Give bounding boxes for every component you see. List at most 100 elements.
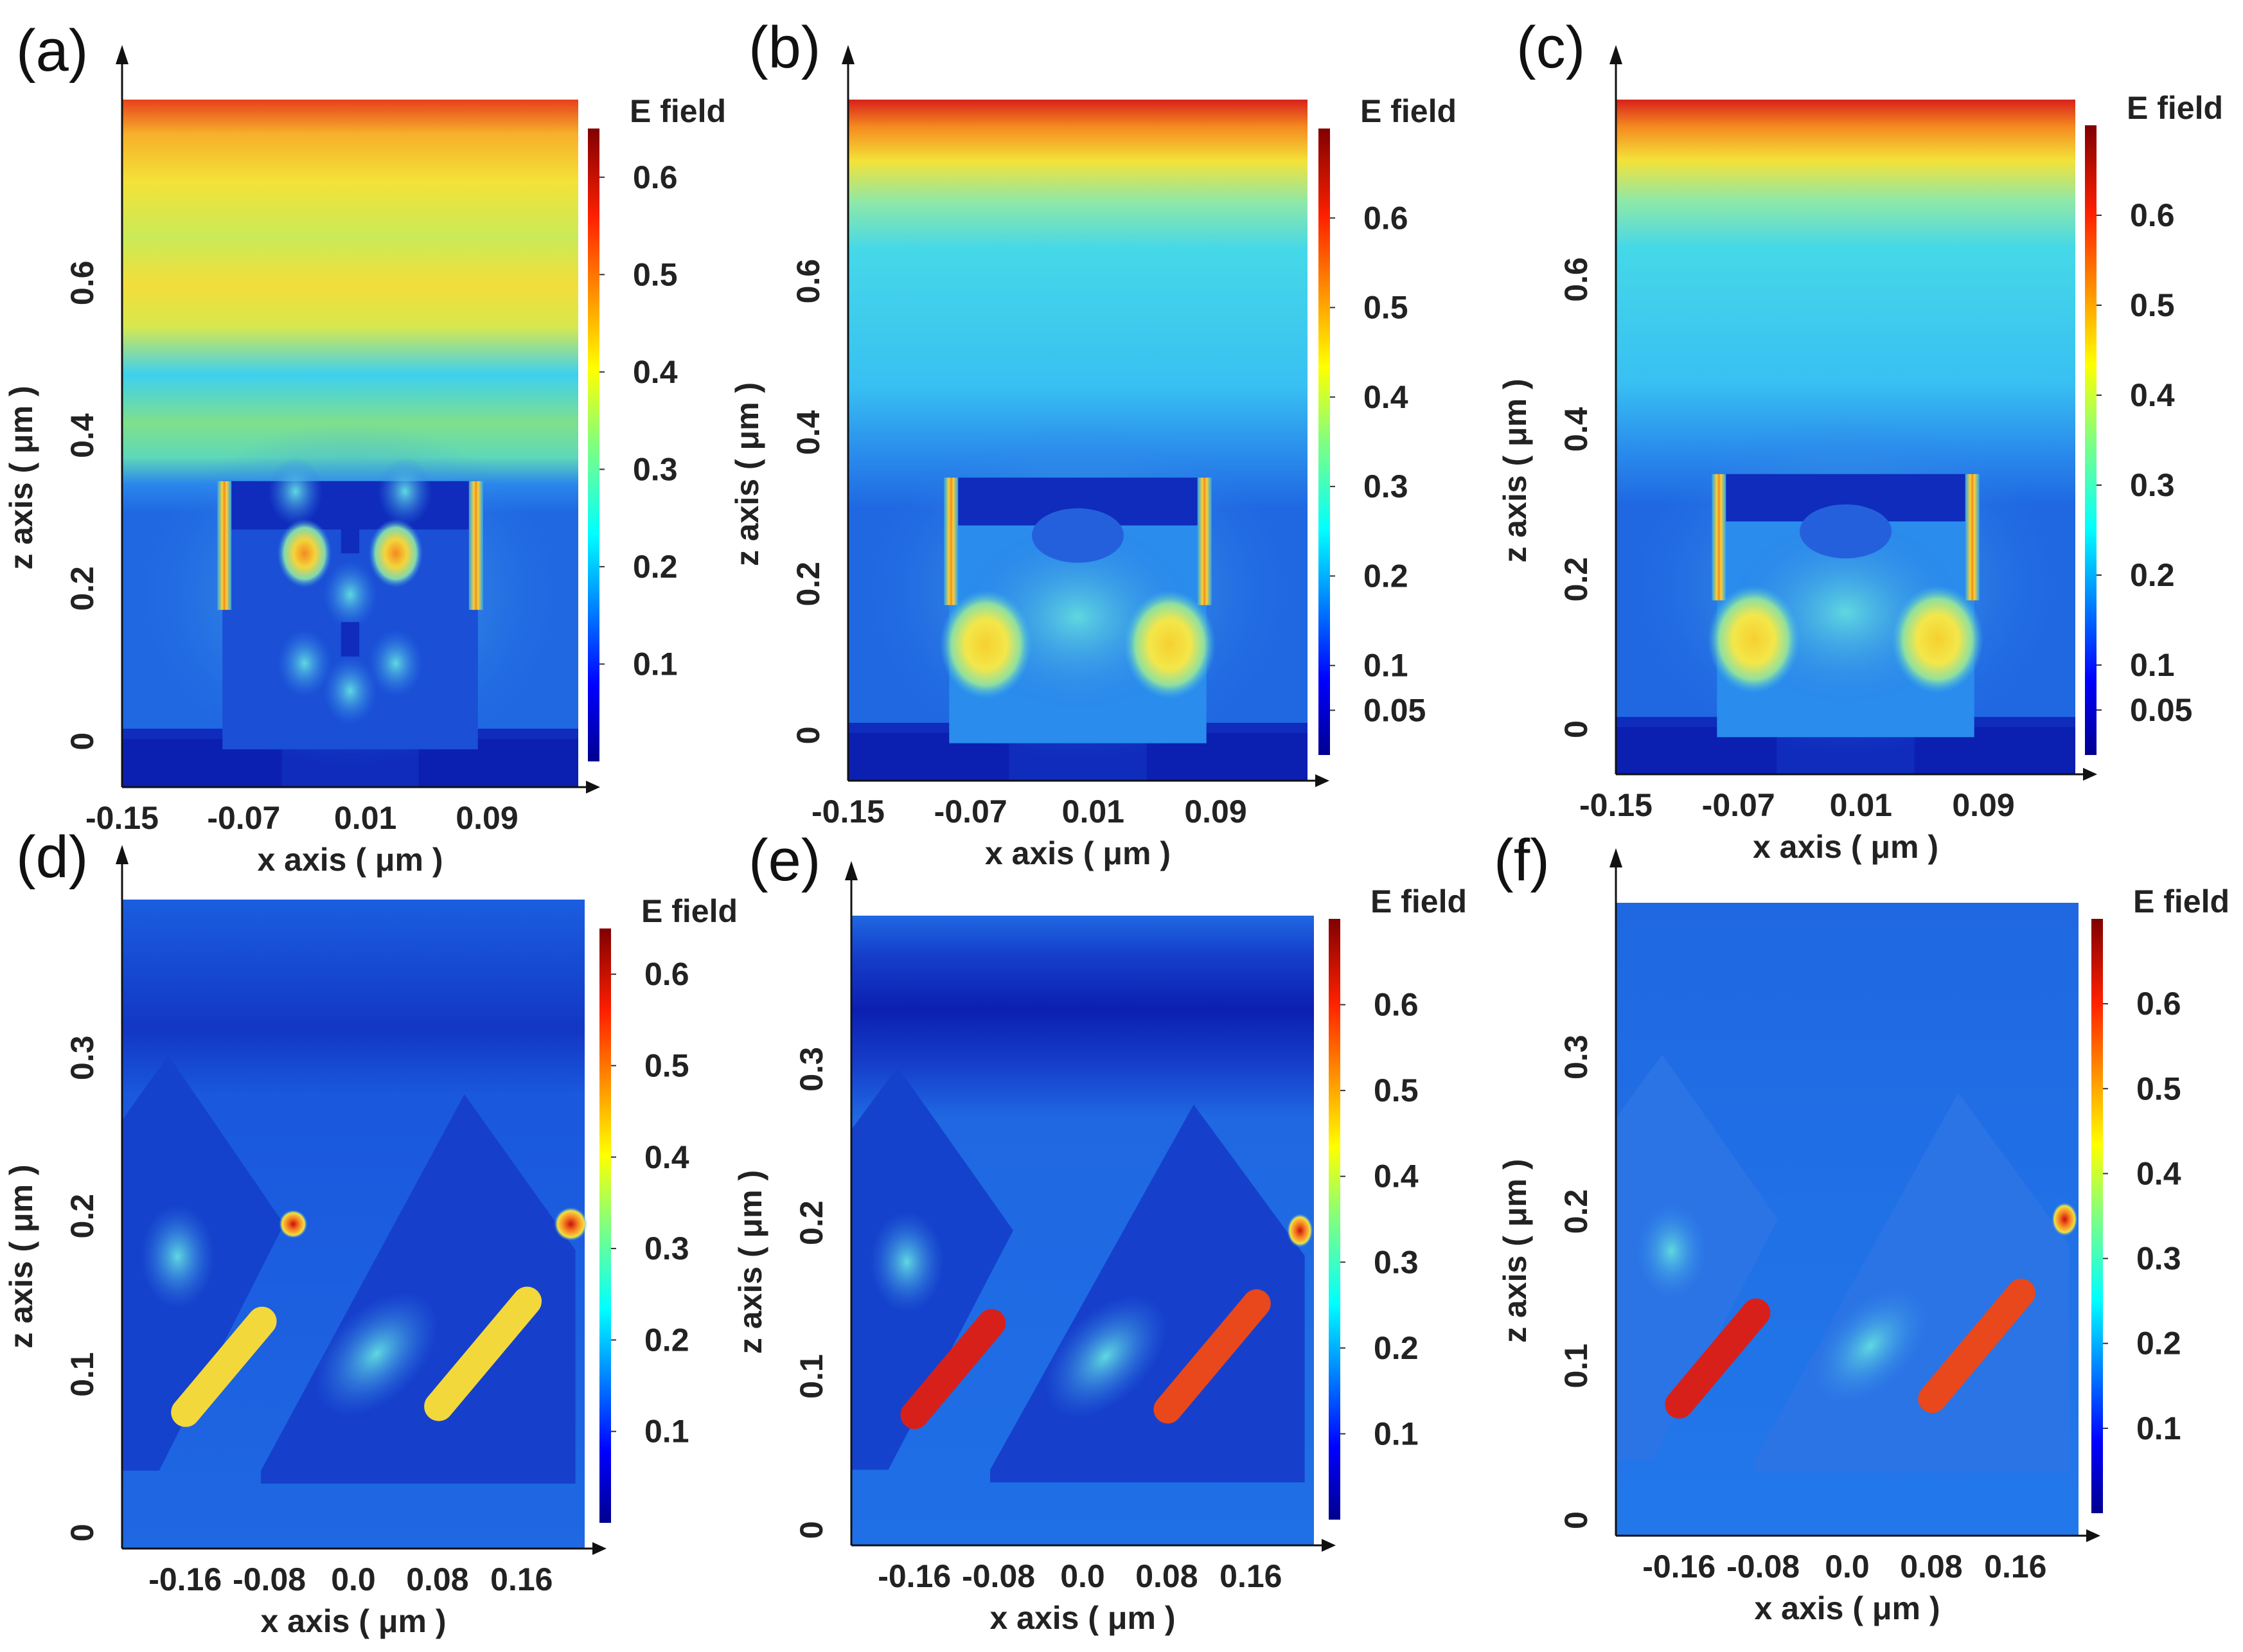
diagonal-hotspot [1918,1279,2035,1413]
x-axis-title: x axis ( μm ) [985,835,1171,871]
left-lobe [940,590,1032,699]
panel-label: (a) [16,18,88,84]
x-tick-label: -0.15 [811,794,885,830]
colorbar-tick-label: 0.6 [2136,986,2181,1022]
panel-e: (e) 0 0.1 0.2 0.3 z axis ( μm ) -0.16 -0.08 0.0 0… [732,828,1467,1636]
colorbar-tick-label: 0.4 [1363,379,1408,415]
colorbar [1329,919,1340,1520]
x-tick-label: 0.01 [334,800,396,836]
colorbar-tick-label: 0.2 [1363,558,1408,594]
y-axis-arrow [116,845,129,864]
field-spot [277,519,332,588]
y-tick-label: 0.3 [793,1047,829,1092]
panel-c: (c) 0 0.2 0.4 0.6 z axis ( μm ) -0.15 -0.07 0.01… [1497,15,2223,865]
x-tick-label: 0.09 [1952,787,2014,823]
y-tick-label: 0.4 [64,413,100,458]
colorbar-tick-label: 0.6 [633,159,678,195]
x-axis-title: x axis ( μm ) [260,1603,446,1639]
colorbar-tick-label: 0.6 [1374,987,1419,1023]
colorbar-tick-label: 0.1 [1374,1416,1419,1452]
colorbar-title: E field [2133,884,2230,919]
tip-hotspot [1287,1214,1313,1247]
colorbar-tick-label: 0.6 [644,956,689,992]
x-axis-arrow [2086,1529,2100,1542]
y-tick-label: 0.2 [1558,1189,1594,1234]
colorbar-tick-label: 0.05 [2130,692,2192,728]
colorbar-tick-label: 0.6 [2130,197,2175,233]
colorbar-title: E field [1360,93,1457,129]
interior-mode [1045,1295,1167,1417]
field-spot [368,519,423,588]
x-tick-label: 0.01 [1830,787,1892,823]
x-tick-label: 0.09 [1184,794,1246,830]
y-tick-label: 0 [64,1523,100,1541]
colorbar-tick-label: 0.4 [1374,1159,1419,1195]
x-axis-arrow [2083,768,2097,781]
x-axis-arrow [586,781,600,794]
colorbar-tick-label: 0.05 [1363,692,1426,728]
field-spot [268,457,323,526]
x-tick-label: -0.15 [1579,787,1653,823]
y-tick-label: 0 [790,726,826,744]
y-axis-title: z axis ( μm ) [732,1170,768,1354]
tip-hotspot [554,1207,588,1241]
panel-label: (e) [749,828,820,893]
colorbar-tick-label: 0.4 [633,354,678,390]
y-tick-label: 0.2 [64,1194,100,1239]
y-axis-arrow [1609,848,1622,867]
y-tick-label: 0.1 [64,1352,100,1397]
colorbar-title: E field [641,893,738,929]
y-axis-title: z axis ( μm ) [1497,1159,1533,1343]
panel-label: (b) [749,15,820,80]
y-tick-label: 0 [1558,1511,1594,1529]
field-spot [323,560,378,629]
x-axis-title: x axis ( μm ) [1753,829,1938,865]
interior-mode [869,1211,944,1313]
colorbar-tick-label: 0.2 [2130,557,2175,593]
panel-b: (b) 0 0.2 0.4 0.6 z axis ( μm ) -0.15 -0.07 0.01… [729,15,1457,871]
y-tick-label: 0.6 [64,261,100,306]
x-axis-title: x axis ( μm ) [257,842,443,878]
colorbar-tick-label: 0.2 [1374,1330,1419,1366]
field-node-dark [341,622,360,657]
y-tick-label: 0.1 [793,1354,829,1399]
colorbar-tick-label: 0.3 [633,451,678,487]
interior-mode [140,1204,215,1309]
x-tick-label: 0.08 [1900,1549,1962,1585]
colorbar-tick-label: 0.3 [2136,1241,2181,1277]
y-tick-label: 0.2 [790,562,826,607]
y-tick-label: 0.6 [790,259,826,304]
colorbar-title: E field [2127,90,2223,126]
diagonal-hotspot [900,1309,1006,1430]
right-edge-hotspot [468,481,483,610]
field-spot [377,457,432,526]
y-axis-title: z axis ( μm ) [3,386,39,569]
x-tick-label: -0.16 [878,1558,951,1594]
y-tick-label: 0 [793,1521,829,1539]
colorbar-tick-label: 0.1 [633,646,678,682]
colorbar-tick-label: 0.3 [1363,468,1408,504]
interior-mode [1809,1284,1931,1407]
x-tick-label: 0.0 [1825,1549,1870,1585]
center-node [1032,508,1124,563]
y-tick-label: 0 [64,733,100,751]
colorbar-tick-label: 0.5 [1374,1072,1419,1108]
x-tick-label: 0.01 [1062,794,1124,830]
x-tick-label: 0.08 [1135,1558,1198,1594]
panel-a: (a) 0 0.2 0.4 0.6 z axis ( μm ) -0.15 -0.07 0.01… [3,18,726,878]
colorbar-title: E field [1370,884,1467,919]
interior-mode [1634,1200,1708,1302]
x-tick-label: 0.16 [490,1561,553,1597]
colorbar-tick-label: 0.4 [2130,377,2175,413]
field-spot [368,628,423,698]
colorbar-tick-label: 0.3 [1374,1244,1419,1280]
colorbar-tick-label: 0.5 [633,256,678,292]
x-tick-label: 0.09 [456,800,518,836]
panel-d: (d) 0 0.1 0.2 0.3 z axis ( μm ) -0.16 -0.08 0.0 0… [3,824,738,1639]
colorbar-tick-label: 0.1 [2136,1410,2181,1446]
colorbar-tick-label: 0.5 [2136,1070,2181,1106]
x-axis-arrow [592,1542,607,1555]
colorbar-tick-label: 0.2 [633,549,678,585]
right-edge-hotspot [1197,477,1212,605]
interior-mode [315,1292,438,1416]
